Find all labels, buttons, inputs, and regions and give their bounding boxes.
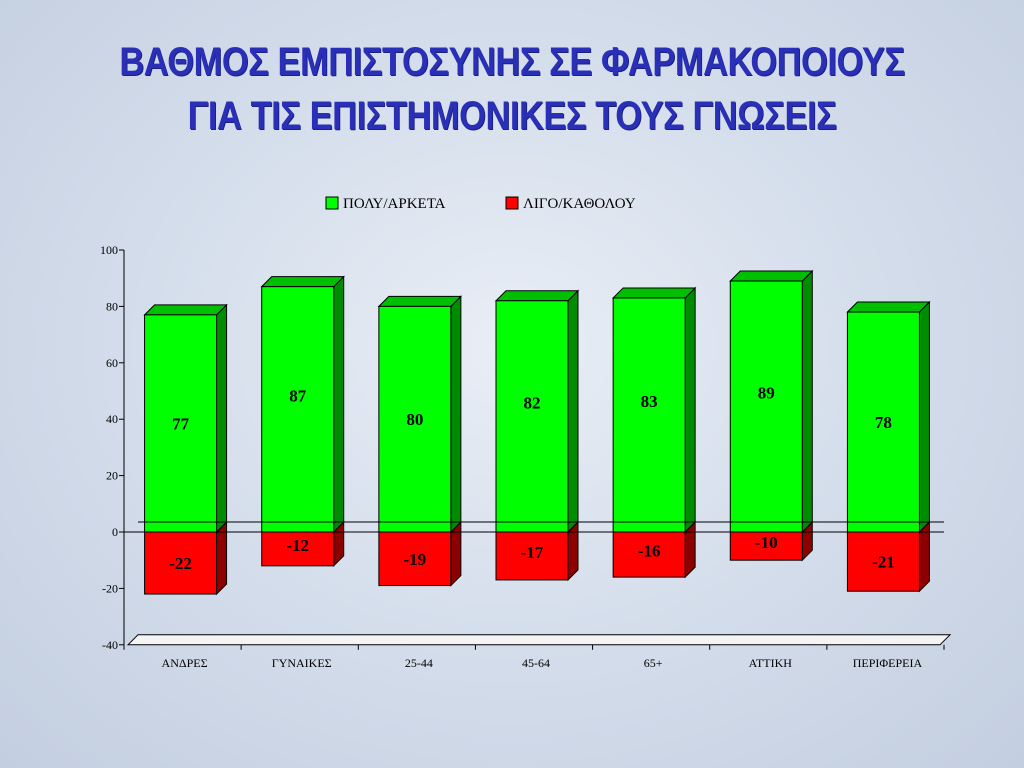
x-category-label: ΠΕΡΙΦΕΡΕΙΑ: [853, 656, 923, 670]
data-label-negative: -17: [521, 543, 544, 562]
legend-swatch: [505, 196, 519, 210]
chart-floor: [126, 634, 952, 646]
bar-positive: [729, 280, 803, 533]
bar-positive-side: [216, 303, 228, 534]
bar-positive-side: [684, 286, 696, 534]
bar-positive-top: [260, 276, 345, 288]
bar-negative: [729, 531, 803, 561]
y-tick-label: 100: [100, 243, 118, 257]
bar-positive-top: [846, 301, 931, 313]
bar-positive-top: [494, 290, 580, 302]
data-label-positive: 87: [289, 386, 307, 405]
data-label-positive: 82: [524, 393, 541, 412]
x-category-label: ΑΤΤΙΚΗ: [749, 656, 793, 670]
bar-positive-side: [450, 295, 462, 534]
bar-negative: [612, 531, 686, 578]
bar-positive: [495, 300, 569, 533]
bar-positive-side: [801, 269, 813, 534]
legend-swatch: [325, 196, 339, 210]
bar-positive-top: [143, 304, 228, 316]
x-category-label: 45-64: [522, 656, 550, 670]
x-category-label: 65+: [644, 656, 663, 670]
data-label-negative: -19: [404, 550, 427, 569]
data-label-positive: 89: [758, 384, 775, 403]
bar-negative: [144, 531, 218, 595]
data-label-negative: -12: [286, 536, 309, 555]
bar-positive: [378, 305, 452, 533]
y-tick-label: 80: [106, 299, 118, 313]
y-tick-label: 60: [106, 356, 118, 370]
x-category-label: ΓΥΝΑΙΚΕΣ: [272, 656, 332, 670]
bar-positive: [612, 297, 686, 533]
data-label-positive: 78: [875, 413, 892, 432]
bar-negative: [495, 531, 569, 581]
legend-label: ΛΙΓΟ/ΚΑΘΟΛΟΥ: [523, 196, 636, 212]
legend-label: ΠΟΛΥ/ΑΡΚΕΤΑ: [343, 196, 446, 212]
bar-positive-top: [611, 287, 697, 299]
data-label-negative: -21: [872, 553, 895, 572]
bar-positive: [846, 311, 920, 533]
data-label-positive: 83: [641, 392, 658, 411]
bar-positive-side: [567, 289, 579, 534]
bar-positive: [144, 314, 218, 533]
x-category-label: ΑΝΔΡΕΣ: [162, 656, 208, 670]
bar-positive-side: [333, 275, 345, 534]
bar-positive-top: [729, 270, 814, 282]
data-label-negative: -10: [755, 533, 778, 552]
data-label-positive: 80: [406, 410, 423, 429]
y-tick-label: -20: [102, 581, 118, 595]
y-tick-label: -40: [102, 638, 118, 652]
bar-positive: [261, 286, 335, 533]
y-tick-label: 20: [106, 469, 118, 483]
x-category-label: 25-44: [405, 656, 433, 670]
bar-negative-side: [216, 520, 228, 596]
bar-negative: [846, 531, 920, 592]
data-label-negative: -16: [638, 542, 661, 561]
bar-negative: [378, 531, 452, 587]
bar-positive-side: [918, 300, 930, 534]
title-line-2: ΓΙΑ ΤΙΣ ΕΠΙΣΤΗΜΟΝΙΚΕΣ ΤΟΥΣ ΓΝΩΣΕΙΣ: [187, 94, 837, 138]
data-label-positive: 77: [172, 414, 190, 433]
data-label-negative: -22: [169, 554, 192, 573]
y-tick-label: 0: [112, 525, 118, 539]
y-tick-label: 40: [106, 412, 118, 426]
bar-positive-top: [377, 295, 463, 307]
bar-negative: [261, 531, 335, 567]
title-line-1: ΒΑΘΜΟΣ ΕΜΠΙΣΤΟΣΥΝΗΣ ΣΕ ΦΑΡΜΑΚΟΠΟΙΟΥΣ: [119, 40, 905, 84]
